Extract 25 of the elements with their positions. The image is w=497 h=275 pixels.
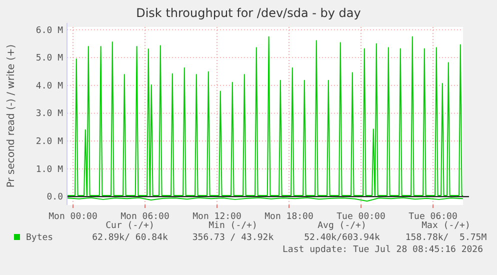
text: Min (-/+) [208,221,258,231]
x-tick-label: Tue 00:00 [336,212,386,222]
y-tick-label: 4.0 M [36,81,64,92]
x-tick-label: Mon 18:00 [264,212,314,222]
y-tick-label: 3.0 M [36,109,64,120]
y-tick-label: 0.0 [46,192,63,203]
x-tick-label: Mon 12:00 [192,212,242,222]
x-tick-label: Tue 06:00 [408,212,458,222]
text: 158.78k/ 5.75M [405,233,488,243]
x-tick-label: Mon 06:00 [120,212,170,222]
y-tick-label: 6.0 M [36,26,64,36]
text: 62.89k/ 60.84k [92,233,169,243]
text: Max (-/+) [422,221,470,231]
y-axis-title: Pr second read (-) / write (+) [6,44,17,188]
text: Avg (-/+) [318,221,366,231]
y-tick-label: 5.0 M [36,54,64,64]
text: Last update: Tue Jul 28 08:45:16 2026 [282,245,483,255]
chart-title: Disk throughput for /dev/sda - by day [136,6,361,20]
text: 356.73 / 43.92k [192,233,274,243]
y-tick-label: 1.0 M [36,164,64,175]
legend-label: Bytes [26,233,54,243]
text: 52.40k/603.94k [304,233,381,243]
x-tick-label: Mon 00:00 [48,212,98,222]
text: Cur (-/+) [106,221,154,231]
y-tick-label: 2.0 M [36,137,64,148]
